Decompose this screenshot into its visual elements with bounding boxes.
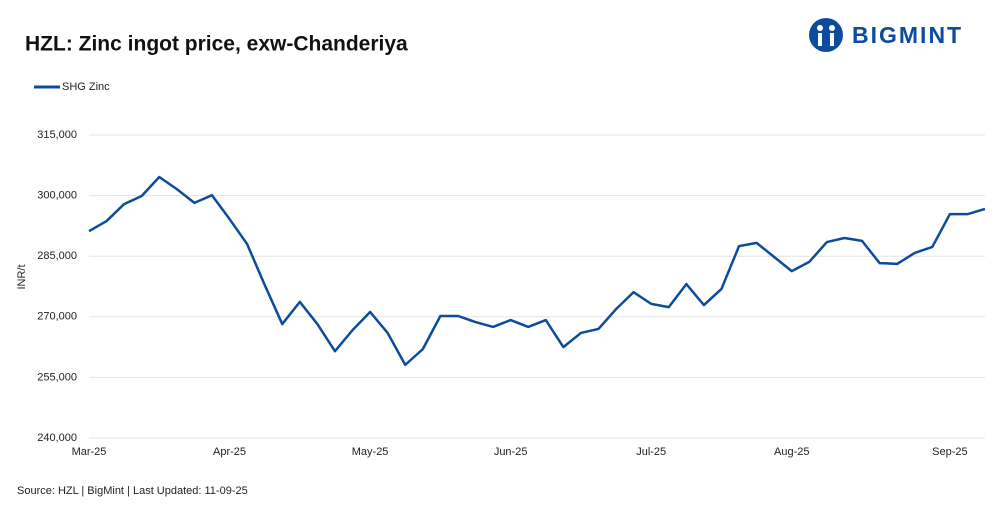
source: Source: HZL | BigMint | Last Updated: 11… <box>17 485 248 497</box>
y-axis-label: INR/t <box>16 264 28 289</box>
x-tick-label: Jul-25 <box>636 446 666 458</box>
x-tick-label: Mar-25 <box>72 446 107 458</box>
y-tick-label: 270,000 <box>37 311 77 323</box>
x-tick-label: Aug-25 <box>774 446 809 458</box>
x-tick-label: Jun-25 <box>494 446 528 458</box>
x-tick-label: Apr-25 <box>213 446 246 458</box>
y-tick-label: 300,000 <box>37 190 77 202</box>
y-tick-label: 255,000 <box>37 371 77 383</box>
x-tick-label: Sep-25 <box>932 446 967 458</box>
brand: BIGMINT <box>852 22 963 48</box>
chart-title: HZL: Zinc ingot price, exw-Chanderiya <box>25 33 408 56</box>
y-tick-label: 240,000 <box>37 432 77 444</box>
logo: BIGMINT <box>809 18 963 52</box>
x-tick-label: May-25 <box>352 446 389 458</box>
series-line <box>88 175 986 367</box>
y-tick-label: 315,000 <box>37 129 77 141</box>
legend-label: SHG Zinc <box>62 81 110 93</box>
y-tick-label: 285,000 <box>37 250 77 262</box>
